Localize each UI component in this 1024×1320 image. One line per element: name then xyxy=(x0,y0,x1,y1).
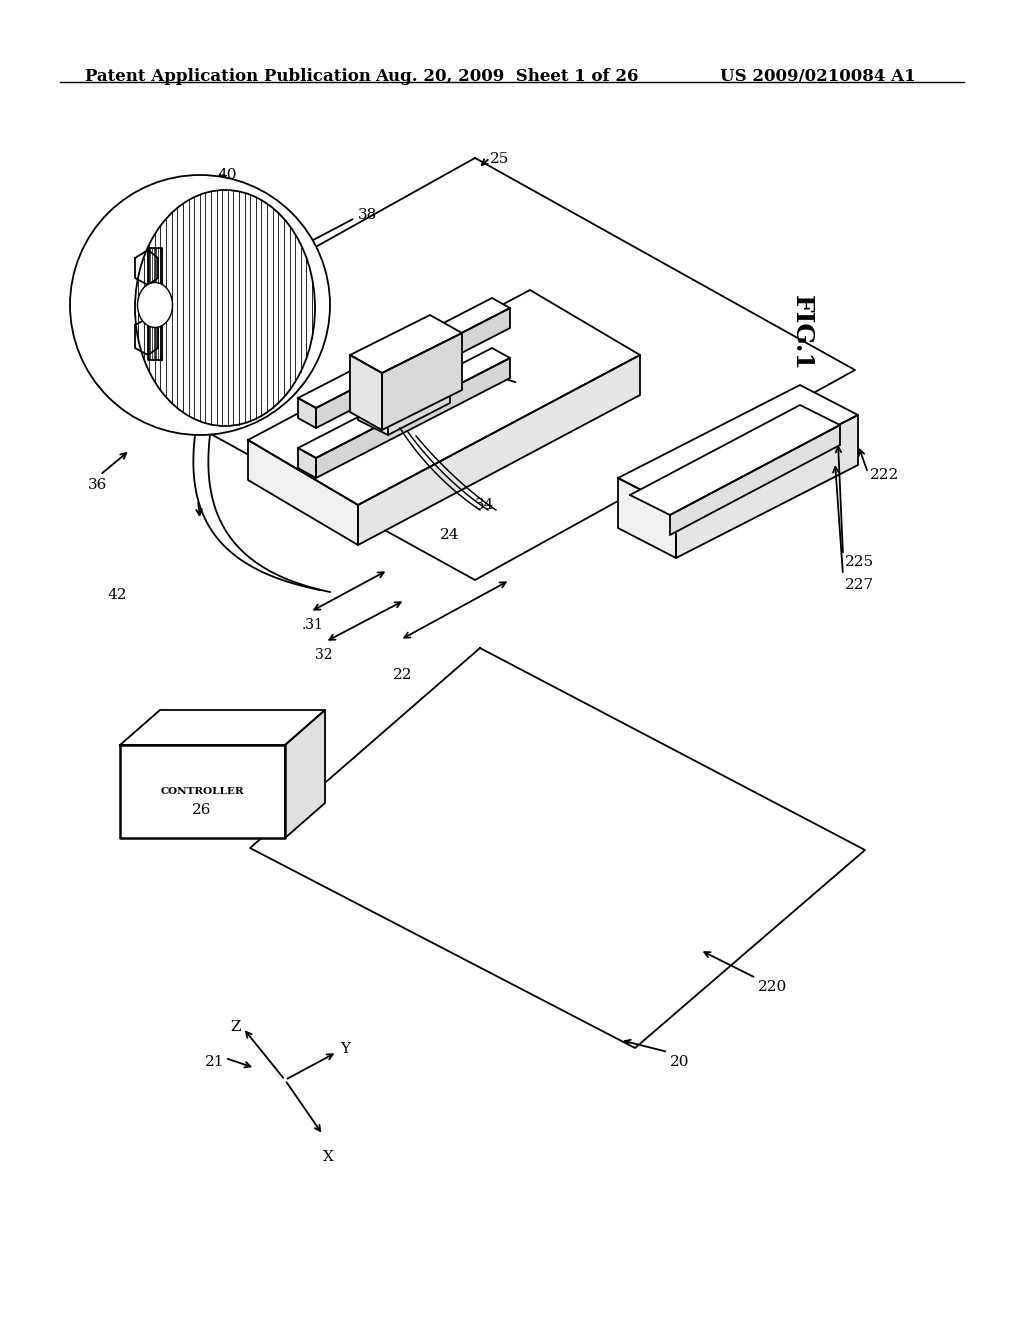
Text: CONTROLLER: CONTROLLER xyxy=(160,788,244,796)
Text: Patent Application Publication: Patent Application Publication xyxy=(85,69,371,84)
Polygon shape xyxy=(630,405,840,515)
Text: FIG.1: FIG.1 xyxy=(790,294,814,371)
Text: 227: 227 xyxy=(845,578,874,591)
Text: X: X xyxy=(323,1150,334,1164)
Polygon shape xyxy=(358,380,388,436)
Text: 120: 120 xyxy=(462,310,488,323)
Text: 222: 222 xyxy=(870,469,899,482)
Text: 40: 40 xyxy=(218,168,238,182)
Polygon shape xyxy=(358,355,640,545)
Polygon shape xyxy=(618,478,676,558)
Text: Z: Z xyxy=(230,1020,241,1034)
Text: 38: 38 xyxy=(358,209,377,222)
Text: 120: 120 xyxy=(465,366,492,379)
Polygon shape xyxy=(248,290,640,506)
Text: Aug. 20, 2009  Sheet 1 of 26: Aug. 20, 2009 Sheet 1 of 26 xyxy=(375,69,639,84)
Text: .31: .31 xyxy=(302,618,324,632)
Polygon shape xyxy=(350,355,382,430)
Polygon shape xyxy=(120,710,325,744)
Polygon shape xyxy=(316,358,510,478)
Ellipse shape xyxy=(137,282,172,327)
Text: 26: 26 xyxy=(193,803,212,817)
Text: 42: 42 xyxy=(108,587,128,602)
Polygon shape xyxy=(618,385,858,508)
Polygon shape xyxy=(250,648,865,1048)
Text: 32: 32 xyxy=(315,648,333,663)
Text: 25: 25 xyxy=(490,152,509,166)
Text: 225: 225 xyxy=(845,554,874,569)
Polygon shape xyxy=(316,308,510,428)
Text: 22: 22 xyxy=(393,668,413,682)
Text: 20: 20 xyxy=(670,1055,689,1069)
Text: US 2009/0210084 A1: US 2009/0210084 A1 xyxy=(720,69,915,84)
Text: 24: 24 xyxy=(440,528,460,543)
Polygon shape xyxy=(120,744,285,838)
Polygon shape xyxy=(676,414,858,558)
Polygon shape xyxy=(95,158,855,579)
Polygon shape xyxy=(248,440,358,545)
Text: 27: 27 xyxy=(376,368,393,381)
Polygon shape xyxy=(382,333,462,430)
Polygon shape xyxy=(388,363,450,436)
Polygon shape xyxy=(298,447,316,478)
Text: 220: 220 xyxy=(758,979,787,994)
Text: 36: 36 xyxy=(88,478,108,492)
Text: .50: .50 xyxy=(372,399,394,412)
Polygon shape xyxy=(298,399,316,428)
Polygon shape xyxy=(285,710,325,838)
Polygon shape xyxy=(298,348,510,458)
Polygon shape xyxy=(298,298,510,408)
Text: 34: 34 xyxy=(475,498,495,512)
Text: 21: 21 xyxy=(205,1055,224,1069)
Text: 28: 28 xyxy=(520,378,540,392)
Circle shape xyxy=(70,176,330,436)
Polygon shape xyxy=(358,348,450,395)
Polygon shape xyxy=(350,315,462,374)
Ellipse shape xyxy=(135,190,315,426)
Polygon shape xyxy=(670,425,840,535)
Text: Y: Y xyxy=(340,1041,350,1056)
